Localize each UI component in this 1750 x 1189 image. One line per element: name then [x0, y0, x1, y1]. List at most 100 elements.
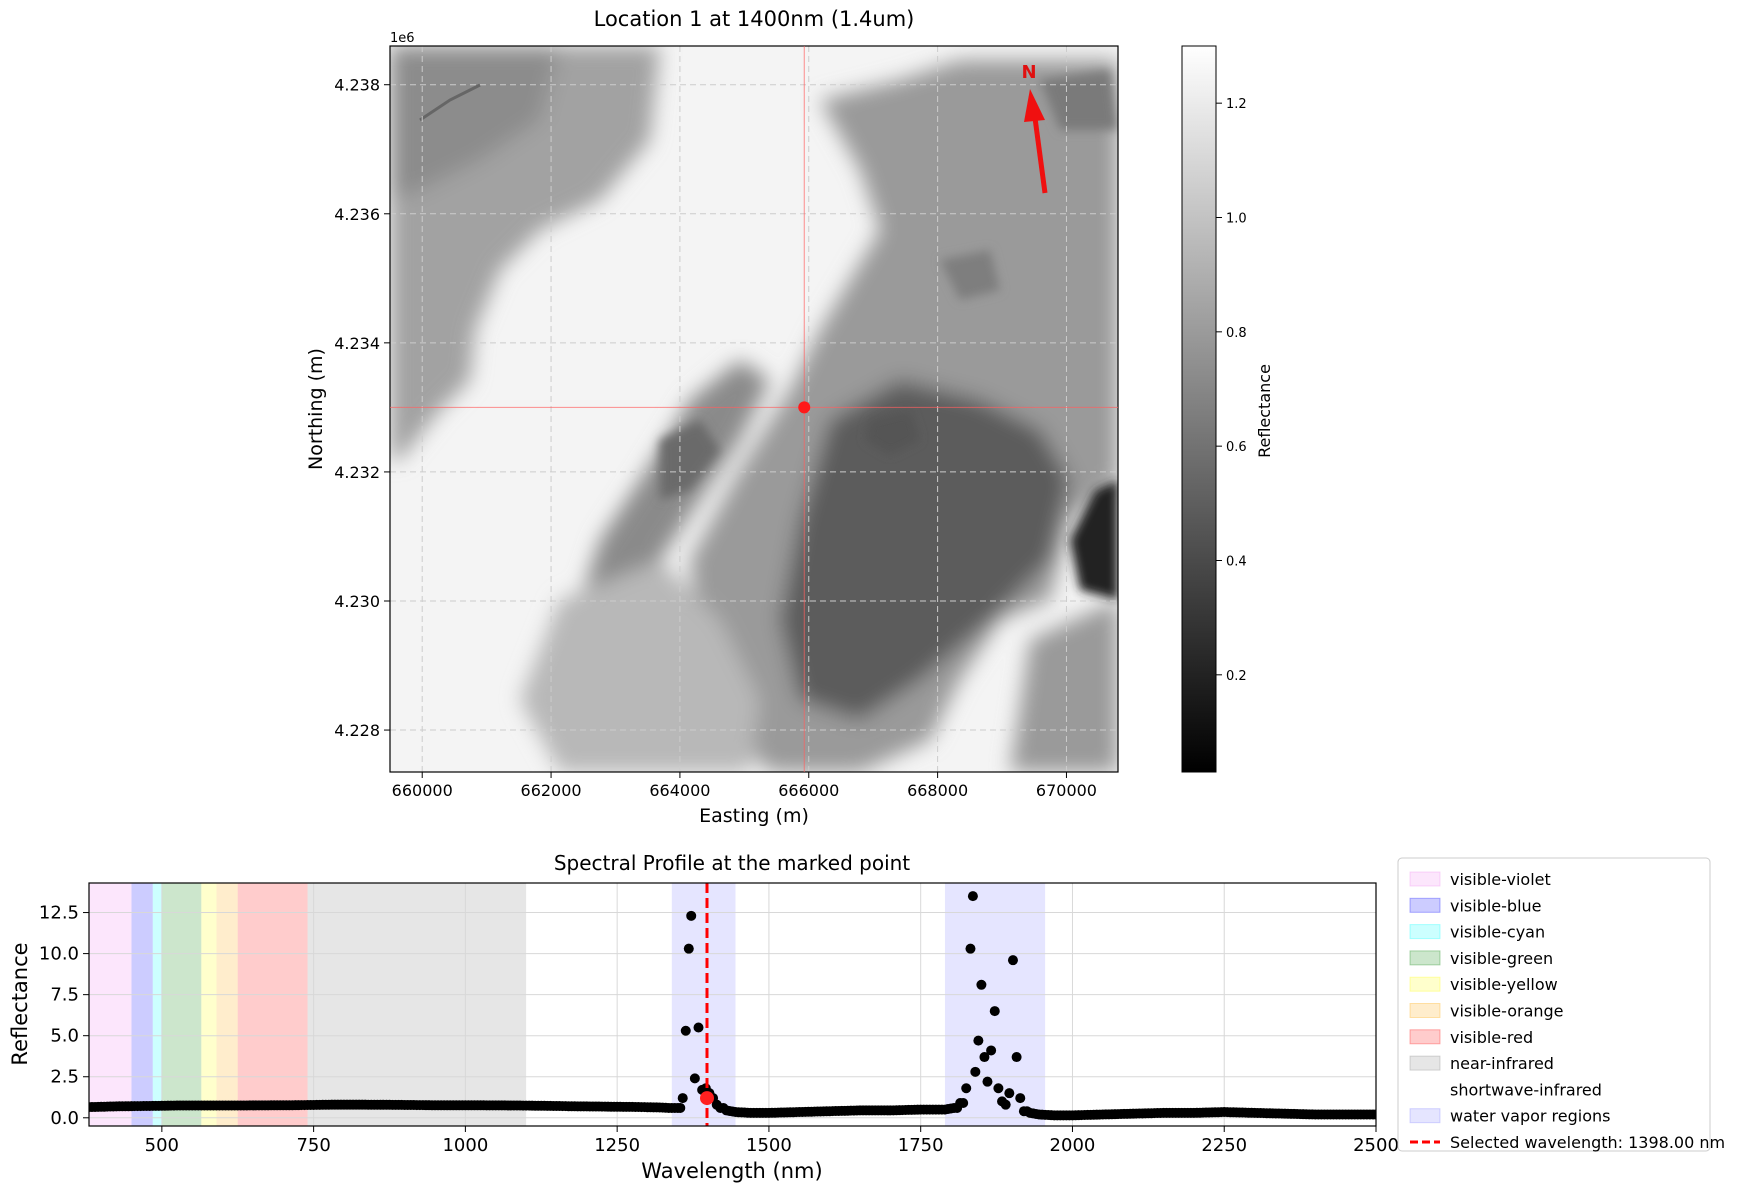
map-y-tick-label: 4.228 — [334, 721, 380, 740]
spectrum-points — [89, 891, 1376, 1121]
map-image — [390, 46, 1118, 772]
spectrum-point — [986, 1045, 997, 1056]
spectrum-x-tick-label: 1500 — [746, 1135, 792, 1156]
legend-label: visible-blue — [1450, 896, 1542, 915]
legend-label: Selected wavelength: 1398.00 nm — [1450, 1133, 1725, 1152]
legend-label: visible-cyan — [1450, 923, 1545, 942]
spectrum-point — [979, 1052, 990, 1063]
legend-swatch — [1409, 1029, 1441, 1045]
spectrum-point — [1004, 1088, 1015, 1099]
spectrum-title: Spectral Profile at the marked point — [554, 851, 910, 875]
spectrum-x-tick-label: 500 — [145, 1135, 179, 1156]
region-band — [131, 883, 153, 1126]
region-band — [237, 883, 308, 1126]
spectral-regions — [89, 883, 1376, 1126]
region-band — [201, 883, 217, 1126]
spectrum-point — [958, 1098, 969, 1109]
map-x-tick-label: 666000 — [778, 781, 839, 800]
north-arrow-label: N — [1021, 62, 1036, 83]
spectrum-x-axis-label: Wavelength (nm) — [641, 1159, 822, 1183]
region-band — [526, 883, 1376, 1126]
legend-swatch — [1409, 1081, 1441, 1097]
spectrum-point — [967, 891, 978, 902]
spectrum-y-axis: 0.0 2.5 5.0 7.5 10.0 12.5 — [39, 903, 89, 1129]
legend-swatch — [1409, 924, 1441, 940]
map-y-tick-label: 4.232 — [334, 463, 380, 482]
selected-wavelength-point — [700, 1091, 715, 1106]
legend-label: visible-green — [1450, 949, 1553, 968]
map-y-tick-label: 4.238 — [334, 76, 380, 95]
spectrum-point — [683, 943, 694, 954]
colorbar — [1181, 45, 1217, 773]
colorbar-tick-label: 0.4 — [1226, 554, 1247, 569]
spectrum-point — [686, 910, 697, 921]
legend-swatch — [1409, 950, 1441, 966]
legend-swatch — [1409, 1003, 1441, 1018]
spectrum-x-tick-label: 1000 — [442, 1135, 488, 1156]
legend-label: visible-yellow — [1450, 975, 1558, 994]
region-band — [152, 883, 162, 1126]
legend-label: near-infrared — [1450, 1054, 1554, 1073]
legend-label: visible-red — [1450, 1028, 1533, 1047]
legend-label: water vapor regions — [1450, 1107, 1611, 1126]
legend-frame — [1397, 857, 1711, 1152]
spectrum-point — [1011, 1052, 1022, 1063]
colorbar-tick-label: 1.0 — [1226, 211, 1247, 226]
spectrum-point — [993, 1083, 1004, 1094]
marked-point-crosshair — [390, 46, 1118, 772]
legend-swatch — [1409, 897, 1441, 913]
legend-swatch — [1409, 871, 1441, 887]
region-band — [89, 883, 132, 1126]
map-x-axis-label: Easting (m) — [699, 805, 809, 827]
legend-swatch — [1409, 1108, 1441, 1124]
spectrum-legend: visible-violet visible-blue visible-cyan vi… — [1397, 857, 1725, 1152]
colorbar-tick-label: 0.6 — [1226, 440, 1247, 455]
region-band — [307, 883, 527, 1126]
legend-swatch — [1409, 1055, 1441, 1071]
region-band — [216, 883, 238, 1126]
spectrum-point — [689, 1073, 700, 1084]
spectrum-x-tick-label: 2500 — [1353, 1135, 1399, 1156]
legend-label: visible-orange — [1450, 1002, 1564, 1021]
spectrum-y-tick-label: 5.0 — [50, 1026, 79, 1047]
map-title: Location 1 at 1400nm (1.4um) — [594, 7, 915, 31]
map-y-tick-label: 4.236 — [334, 205, 380, 224]
region-band — [161, 883, 202, 1126]
spectrum-y-tick-label: 10.0 — [39, 944, 79, 965]
spectrum-point — [970, 1066, 981, 1077]
spectrum-point — [965, 943, 976, 954]
map-x-tick-label: 668000 — [907, 781, 968, 800]
spectrum-point — [677, 1093, 688, 1104]
spectrum-y-tick-label: 7.5 — [50, 985, 79, 1006]
colorbar-ticks: 0.2 0.4 0.6 0.8 1.0 1.2 — [1216, 97, 1247, 684]
spectrum-y-tick-label: 2.5 — [50, 1067, 79, 1088]
spectrum-axes-frame — [88, 882, 1377, 1127]
map-x-axis: 660000 662000 664000 666000 668000 670000 — [392, 772, 1097, 800]
map-axes-frame — [389, 45, 1119, 773]
colorbar-label: Reflectance — [1255, 364, 1274, 458]
legend-swatch — [1409, 976, 1441, 992]
spectrum-x-tick-label: 2250 — [1201, 1135, 1247, 1156]
spectrum-point — [680, 1025, 691, 1036]
map-x-tick-label: 664000 — [649, 781, 710, 800]
map-y-axis-label: Northing (m) — [305, 348, 327, 470]
spectrum-point — [973, 1035, 984, 1046]
map-y-tick-label: 4.230 — [334, 592, 380, 611]
spectrum-y-axis-label: Reflectance — [8, 942, 32, 1065]
spectrum-point — [982, 1076, 993, 1087]
spectrum-y-tick-label: 12.5 — [39, 903, 79, 924]
spectrum-point — [1371, 1109, 1376, 1120]
north-arrow-head — [1024, 89, 1045, 122]
spectrum-point — [1000, 1099, 1011, 1110]
map-y-tick-label: 4.234 — [334, 334, 380, 353]
spectrum-point — [976, 979, 987, 990]
spectrum-grid — [89, 883, 1376, 1126]
legend-label: visible-violet — [1450, 870, 1551, 889]
map-y-axis: 4.228 4.230 4.232 4.234 4.236 4.238 — [334, 76, 390, 740]
legend-label: shortwave-infrared — [1450, 1080, 1602, 1099]
map-x-tick-label: 660000 — [392, 781, 453, 800]
spectrum-y-tick-label: 0.0 — [50, 1108, 79, 1129]
north-arrow: N — [1021, 62, 1048, 194]
marked-point — [798, 401, 811, 414]
